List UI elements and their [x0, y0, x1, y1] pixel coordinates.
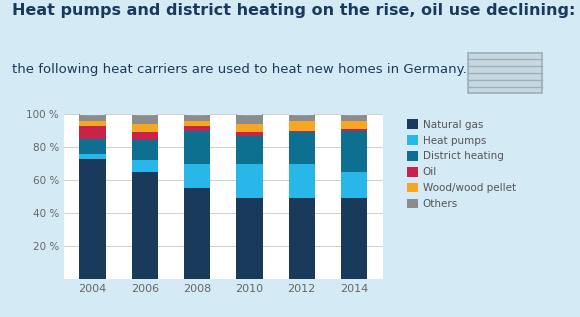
- Bar: [132, 160, 158, 172]
- Bar: [237, 164, 263, 198]
- Bar: [237, 114, 263, 124]
- Bar: [184, 114, 210, 121]
- Bar: [289, 131, 315, 132]
- Bar: [341, 114, 367, 121]
- Bar: [237, 124, 263, 132]
- Bar: [79, 139, 106, 154]
- Bar: [79, 126, 106, 139]
- Bar: [184, 188, 210, 279]
- Bar: [341, 198, 367, 279]
- Bar: [79, 154, 106, 158]
- Text: the following heat carriers are used to heat new homes in Germany.: the following heat carriers are used to …: [12, 63, 466, 76]
- Bar: [289, 121, 315, 131]
- Bar: [132, 132, 158, 140]
- Bar: [289, 132, 315, 164]
- Bar: [289, 114, 315, 121]
- Bar: [237, 132, 263, 136]
- Bar: [341, 172, 367, 198]
- Bar: [132, 124, 158, 132]
- Bar: [132, 172, 158, 279]
- Bar: [79, 158, 106, 279]
- Bar: [341, 121, 367, 129]
- Bar: [132, 114, 158, 124]
- Bar: [341, 129, 367, 131]
- Bar: [341, 131, 367, 172]
- Bar: [237, 198, 263, 279]
- Bar: [79, 114, 106, 121]
- Bar: [184, 121, 210, 126]
- Legend: Natural gas, Heat pumps, District heating, Oil, Wood/wood pellet, Others: Natural gas, Heat pumps, District heatin…: [407, 119, 516, 209]
- Bar: [132, 140, 158, 160]
- Text: Heat pumps and district heating on the rise, oil use declining:: Heat pumps and district heating on the r…: [12, 3, 575, 18]
- Bar: [237, 136, 263, 164]
- Bar: [79, 121, 106, 126]
- Bar: [289, 198, 315, 279]
- Bar: [184, 126, 210, 131]
- Bar: [184, 164, 210, 188]
- Bar: [289, 164, 315, 198]
- Bar: [184, 131, 210, 164]
